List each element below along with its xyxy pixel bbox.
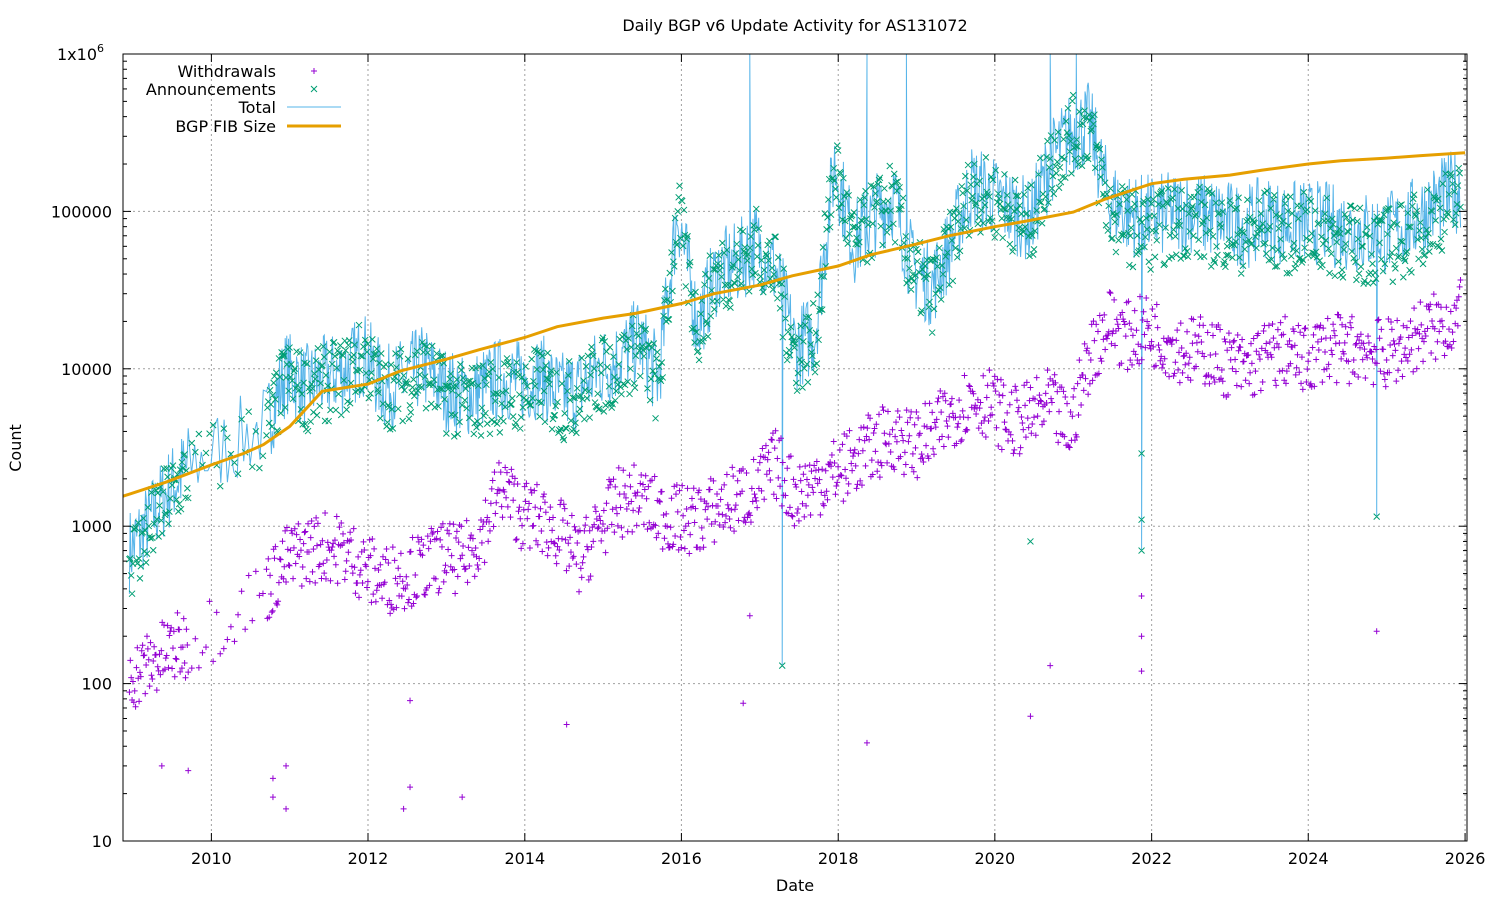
legend-item-withdrawals: Withdrawals (177, 62, 317, 81)
y-tick-label: 100000 (51, 202, 112, 221)
legend-item-total: Total (238, 98, 341, 117)
x-tick-label: 2010 (191, 849, 232, 868)
legend-item-bgp-fib-size: BGP FIB Size (175, 117, 341, 136)
y-tick-label: 10 (92, 832, 112, 851)
legend-label: Announcements (146, 80, 276, 99)
y-axis-label: Count (6, 424, 25, 472)
series-line-bgp-fib-size (122, 151, 1466, 498)
plot-area (122, 53, 1466, 812)
y-tick-label: 10000 (61, 360, 112, 379)
x-tick-label: 2020 (974, 849, 1015, 868)
y-tick-label: 1x106 (57, 42, 104, 64)
chart-title: Daily BGP v6 Update Activity for AS13107… (622, 16, 967, 35)
y-tick-label: 1000 (71, 517, 112, 536)
plot-frame (122, 53, 1468, 842)
x-tick-label: 2018 (818, 849, 859, 868)
x-tick-label: 2016 (661, 849, 702, 868)
y-axis: 10 100 1000 10000 100000 1x106 (51, 42, 1467, 851)
legend-label: Total (238, 98, 276, 117)
series-points-announcements (126, 91, 1464, 670)
legend-label: BGP FIB Size (175, 117, 276, 136)
legend-label: Withdrawals (177, 62, 276, 81)
grid-lines (123, 53, 1467, 842)
x-axis: 2010 2012 2014 2016 2018 2020 2022 2024 2026 (191, 54, 1485, 868)
x-tick-label: 2012 (348, 849, 389, 868)
legend-swatch (311, 68, 317, 74)
legend-item-announcements: Announcements (146, 80, 318, 99)
legend-swatch (310, 85, 318, 93)
x-tick-label: 2022 (1131, 849, 1172, 868)
x-axis-label: Date (776, 876, 814, 895)
series-line-total (128, 53, 1462, 666)
x-tick-label: 2014 (504, 849, 545, 868)
y-tick-label: 100 (81, 675, 112, 694)
x-tick-label: 2024 (1288, 849, 1329, 868)
series-points-withdrawals (126, 277, 1464, 812)
x-tick-label: 2026 (1445, 849, 1486, 868)
